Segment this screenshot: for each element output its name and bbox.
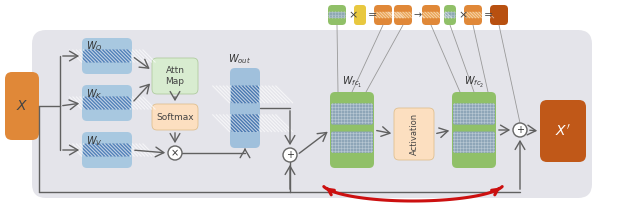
FancyBboxPatch shape <box>83 97 131 109</box>
Text: $W_{fc_1}$: $W_{fc_1}$ <box>342 75 362 90</box>
Text: ×: × <box>348 10 357 20</box>
Text: $W_{out}$: $W_{out}$ <box>228 52 251 66</box>
FancyBboxPatch shape <box>464 5 482 25</box>
FancyBboxPatch shape <box>374 12 392 18</box>
FancyBboxPatch shape <box>331 103 373 125</box>
Text: $X$: $X$ <box>16 99 28 113</box>
FancyBboxPatch shape <box>452 92 496 168</box>
FancyBboxPatch shape <box>444 5 456 25</box>
Text: =: = <box>368 10 378 20</box>
FancyBboxPatch shape <box>453 131 495 153</box>
FancyBboxPatch shape <box>152 104 198 130</box>
FancyBboxPatch shape <box>465 12 481 18</box>
Text: $X'$: $X'$ <box>556 123 571 139</box>
FancyBboxPatch shape <box>328 5 346 25</box>
FancyBboxPatch shape <box>328 12 346 18</box>
FancyBboxPatch shape <box>231 114 259 132</box>
Text: $W_V$: $W_V$ <box>86 134 102 148</box>
Text: →: → <box>414 10 422 20</box>
Text: $W_{fc_2}$: $W_{fc_2}$ <box>464 75 484 90</box>
Text: +: + <box>286 150 294 160</box>
FancyBboxPatch shape <box>445 12 456 18</box>
FancyBboxPatch shape <box>83 144 131 156</box>
FancyBboxPatch shape <box>82 38 132 74</box>
FancyBboxPatch shape <box>422 12 440 18</box>
Text: $W_Q$: $W_Q$ <box>86 40 102 55</box>
Circle shape <box>513 123 527 137</box>
FancyBboxPatch shape <box>82 132 132 168</box>
FancyBboxPatch shape <box>422 5 440 25</box>
FancyBboxPatch shape <box>394 5 412 25</box>
Circle shape <box>168 146 182 160</box>
Text: $W_K$: $W_K$ <box>86 87 102 101</box>
FancyBboxPatch shape <box>32 30 592 198</box>
Circle shape <box>283 148 297 162</box>
FancyBboxPatch shape <box>490 5 508 25</box>
FancyBboxPatch shape <box>231 86 259 103</box>
FancyBboxPatch shape <box>152 58 198 94</box>
FancyBboxPatch shape <box>5 72 39 140</box>
Text: =: = <box>484 10 493 20</box>
FancyBboxPatch shape <box>330 92 374 168</box>
Text: Softmax: Softmax <box>156 113 194 121</box>
Text: +: + <box>516 125 524 135</box>
FancyBboxPatch shape <box>82 85 132 121</box>
Text: Attn
Map: Attn Map <box>166 66 184 86</box>
FancyBboxPatch shape <box>83 50 131 62</box>
Text: ×: × <box>458 10 467 20</box>
FancyBboxPatch shape <box>331 131 373 153</box>
Text: ×: × <box>171 148 179 158</box>
FancyBboxPatch shape <box>374 5 392 25</box>
FancyBboxPatch shape <box>394 108 434 160</box>
FancyBboxPatch shape <box>540 100 586 162</box>
FancyBboxPatch shape <box>354 5 366 25</box>
FancyBboxPatch shape <box>394 12 412 18</box>
Text: Activation: Activation <box>410 113 419 155</box>
FancyBboxPatch shape <box>453 103 495 125</box>
FancyBboxPatch shape <box>230 68 260 148</box>
